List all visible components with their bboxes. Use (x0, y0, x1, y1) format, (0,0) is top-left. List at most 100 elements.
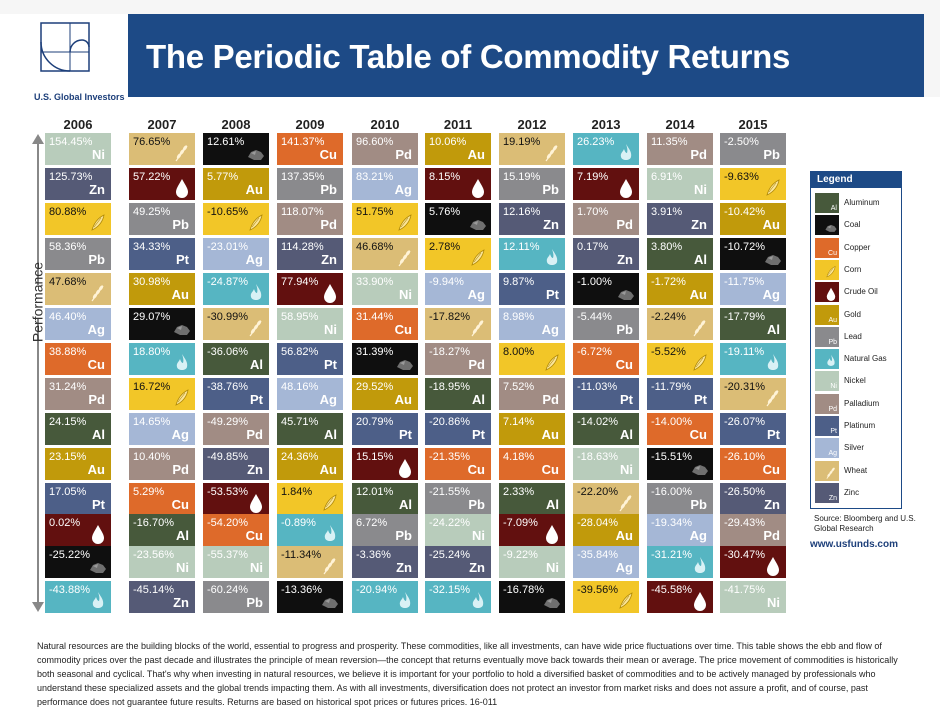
table-cell: 5.76% (425, 203, 491, 235)
return-value: -14.02% (577, 416, 618, 428)
legend-swatch (815, 460, 839, 481)
table-cell: -19.11% (720, 343, 786, 375)
table-cell: -60.24% Pb (203, 581, 269, 613)
return-value: -39.56% (577, 584, 618, 596)
table-cell: -24.22% Ni (425, 514, 491, 546)
website-link[interactable]: www.usfunds.com (810, 539, 898, 550)
commodity-symbol: Al (324, 427, 337, 442)
commodity-symbol: Au (319, 462, 337, 477)
table-cell: -15.51% (647, 448, 713, 480)
return-value: 29.52% (356, 381, 394, 393)
legend-item: Crude Oil (815, 282, 901, 303)
commodity-symbol: Zn (321, 252, 337, 267)
return-value: -28.04% (577, 517, 618, 529)
return-value: 26.23% (577, 136, 615, 148)
commodity-symbol: Pd (172, 462, 189, 477)
commodity-symbol: Pd (690, 147, 707, 162)
commodity-symbol: Au (171, 287, 189, 302)
return-value: -5.44% (577, 311, 612, 323)
commodity-symbol: Ag (689, 528, 707, 543)
legend-item: Pd Palladium (815, 393, 901, 414)
legend-swatch: Au (815, 304, 839, 325)
commodity-symbol: Ag (245, 252, 263, 267)
table-cell: 3.80% Al (647, 238, 713, 270)
legend-symbol: Ni (830, 383, 837, 391)
legend-label: Nickel (844, 376, 866, 386)
commodity-symbol: Zn (396, 560, 412, 575)
table-cell: -11.75% Ag (720, 273, 786, 305)
return-value: -9.94% (429, 276, 464, 288)
arrow-down-icon (32, 602, 44, 612)
table-cell: -18.27% Pd (425, 343, 491, 375)
legend-item: Zn Zinc (815, 482, 901, 503)
return-value: -17.82% (429, 311, 470, 323)
legend-swatch: Ni (815, 371, 839, 392)
return-value: 38.88% (49, 346, 87, 358)
legend-label: Natural Gas (844, 354, 887, 364)
return-value: 125.73% (49, 171, 93, 183)
table-cell: 4.18% Cu (499, 448, 565, 480)
performance-axis-line (37, 318, 39, 606)
commodity-symbol: Ni (767, 595, 780, 610)
return-value: 0.02% (49, 517, 81, 529)
commodity-symbol: Pb (763, 147, 780, 162)
table-cell: 76.65% (129, 133, 195, 165)
commodity-symbol: Ag (394, 182, 412, 197)
commodity-symbol: Au (615, 528, 633, 543)
table-cell: 26.23% (573, 133, 639, 165)
table-cell: 80.88% (45, 203, 111, 235)
commodity-symbol: Cu (467, 462, 485, 477)
return-value: -10.65% (207, 206, 248, 218)
table-cell: 15.15% (352, 448, 418, 480)
corn-icon (398, 214, 412, 231)
table-cell: -24.87% (203, 273, 269, 305)
table-cell: -7.09% (499, 514, 565, 546)
table-cell: -43.88% (45, 581, 111, 613)
corn-icon (693, 354, 707, 371)
commodity-symbol: Al (694, 252, 707, 267)
return-value: -30.47% (724, 549, 765, 561)
return-value: -5.52% (651, 346, 686, 358)
table-cell: -29.43% Pd (720, 514, 786, 546)
commodity-symbol: Au (762, 217, 780, 232)
table-cell: -18.95% Al (425, 378, 491, 410)
return-value: 77.94% (281, 276, 319, 288)
return-value: -18.63% (577, 451, 618, 463)
flame-icon (399, 592, 411, 608)
table-cell: -1.00% (573, 273, 639, 305)
return-value: 10.40% (133, 451, 171, 463)
table-cell: 8.00% (499, 343, 565, 375)
table-cell: -0.89% (277, 514, 343, 546)
wheat-icon (471, 320, 484, 337)
commodity-symbol: Zn (89, 182, 105, 197)
return-value: 58.95% (281, 311, 319, 323)
return-value: -0.89% (281, 517, 316, 529)
commodity-symbol: Pb (468, 497, 485, 512)
commodity-symbol: Al (176, 528, 189, 543)
commodity-symbol: Cu (245, 528, 263, 543)
legend-item: Wheat (815, 460, 901, 481)
coal-icon (174, 325, 190, 335)
return-value: -24.22% (429, 517, 470, 529)
return-value: -13.36% (281, 584, 322, 596)
legend-item: Ni Nickel (815, 371, 901, 392)
return-value: -43.88% (49, 584, 90, 596)
table-cell: -17.79% Al (720, 308, 786, 340)
wheat-icon (693, 320, 706, 337)
return-value: 58.36% (49, 241, 87, 253)
legend-symbol: Pd (828, 405, 837, 413)
return-value: 12.16% (503, 206, 541, 218)
year-header-2015: 2015 (738, 117, 768, 132)
table-cell: 16.72% (129, 378, 195, 410)
table-cell: 8.15% (425, 168, 491, 200)
return-value: 83.21% (356, 171, 394, 183)
table-cell: -36.06% Al (203, 343, 269, 375)
commodity-symbol: Pd (246, 427, 263, 442)
legend-swatch: Cu (815, 237, 839, 258)
table-cell: -30.47% (720, 546, 786, 578)
commodity-symbol: Ni (399, 287, 412, 302)
table-cell: -3.36% Zn (352, 546, 418, 578)
commodity-symbol: Al (250, 357, 263, 372)
return-value: -26.07% (724, 416, 765, 428)
commodity-symbol: Ag (87, 322, 105, 337)
